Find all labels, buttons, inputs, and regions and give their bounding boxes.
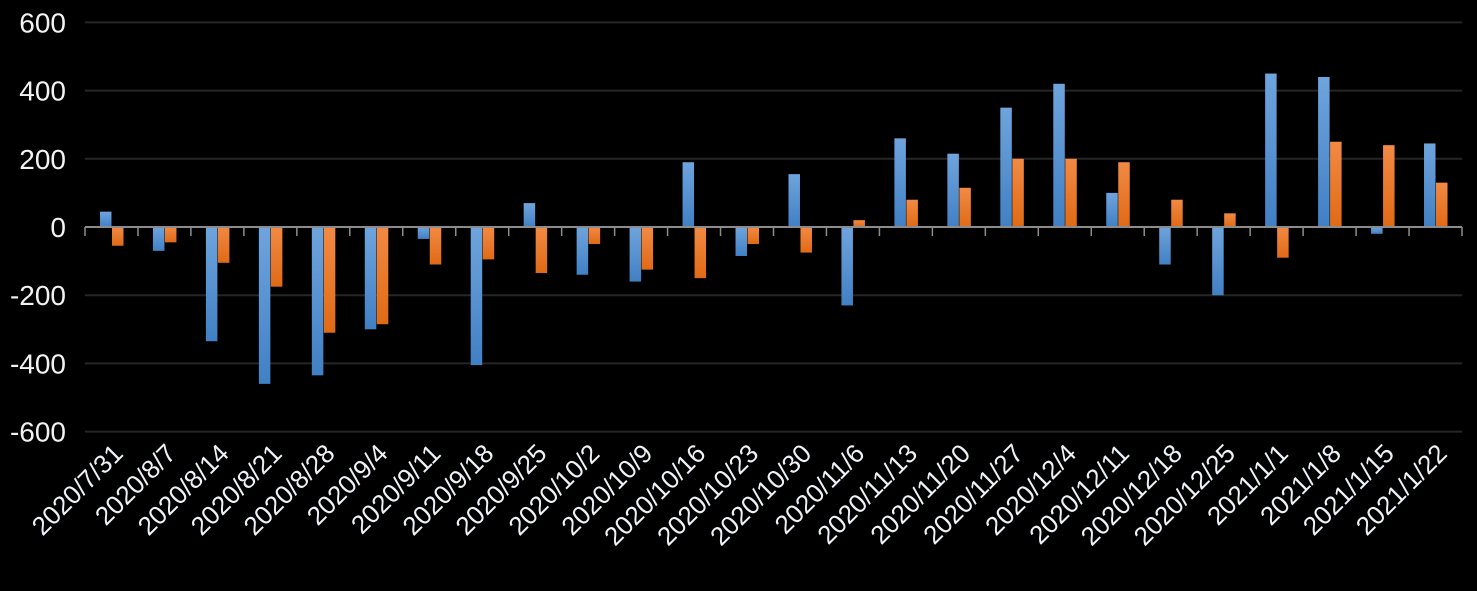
bar-series-1-blue [735, 227, 748, 256]
bar-series-1-blue [152, 227, 165, 251]
bar-series-2-orange [164, 227, 177, 243]
bar-series-2-orange [270, 227, 283, 287]
bar-series-1-blue [1000, 107, 1012, 227]
bar-series-2-orange [217, 227, 230, 263]
bar-series-2-orange [1436, 182, 1448, 227]
bar-series-2-orange [1118, 162, 1130, 227]
bar-series-1-blue [523, 203, 536, 227]
bar-series-1-blue [470, 227, 483, 366]
bar-series-1-blue [1159, 227, 1171, 265]
bar-series-1-blue [1318, 76, 1330, 228]
bar-series-2-orange [111, 227, 124, 246]
bar-series-2-orange [1330, 141, 1342, 227]
bar-series-2-orange [429, 227, 442, 265]
bar-series-2-orange [853, 220, 865, 227]
bar-series-2-orange [1224, 213, 1236, 227]
bar-series-2-orange [588, 227, 601, 245]
y-tick-label: 200 [19, 144, 66, 175]
bar-series-1-blue [947, 153, 959, 227]
bar-series-2-orange [376, 227, 389, 325]
bar-series-1-blue [894, 138, 906, 227]
bar-series-2-orange [694, 227, 707, 279]
bar-series-2-orange [959, 187, 971, 227]
bar-series-2-orange [1383, 145, 1395, 227]
bar-series-1-blue [1371, 227, 1383, 234]
y-tick-label: -400 [10, 348, 66, 379]
bar-series-1-blue [364, 227, 377, 330]
bar-series-1-blue [788, 174, 800, 227]
bar-series-2-orange [1171, 199, 1183, 227]
bar-series-2-orange [1012, 158, 1024, 227]
y-tick-label: 0 [50, 212, 66, 243]
bar-series-1-blue [682, 162, 695, 227]
bar-series-1-blue [1212, 227, 1224, 296]
bar-series-1-blue [205, 227, 218, 342]
bar-series-2-orange [1277, 227, 1289, 258]
bar-series-1-blue [629, 227, 642, 282]
bar-series-1-blue [258, 227, 271, 384]
bar-series-2-orange [482, 227, 495, 260]
bar-series-1-blue [576, 227, 589, 275]
bar-series-2-orange [1065, 158, 1077, 227]
y-tick-label: -200 [10, 280, 66, 311]
bar-series-1-blue [417, 227, 430, 239]
bar-series-2-orange [641, 227, 654, 270]
bar-series-1-blue [1265, 73, 1277, 227]
bar-series-2-orange [906, 199, 918, 227]
bar-series-1-blue [1106, 192, 1118, 227]
bar-series-2-orange [800, 227, 812, 253]
y-tick-label: 600 [19, 7, 66, 38]
bar-series-1-blue [1424, 143, 1436, 227]
bar-series-2-orange [535, 227, 548, 274]
bar-series-1-blue [1053, 83, 1065, 227]
bar-series-1-blue [311, 227, 324, 376]
bar-series-1-blue [841, 227, 853, 306]
y-tick-label: -600 [10, 417, 66, 448]
y-tick-label: 400 [19, 76, 66, 107]
bar-series-2-orange [747, 227, 760, 245]
bar-series-2-orange [323, 227, 336, 333]
bar-series-1-blue [99, 211, 112, 227]
